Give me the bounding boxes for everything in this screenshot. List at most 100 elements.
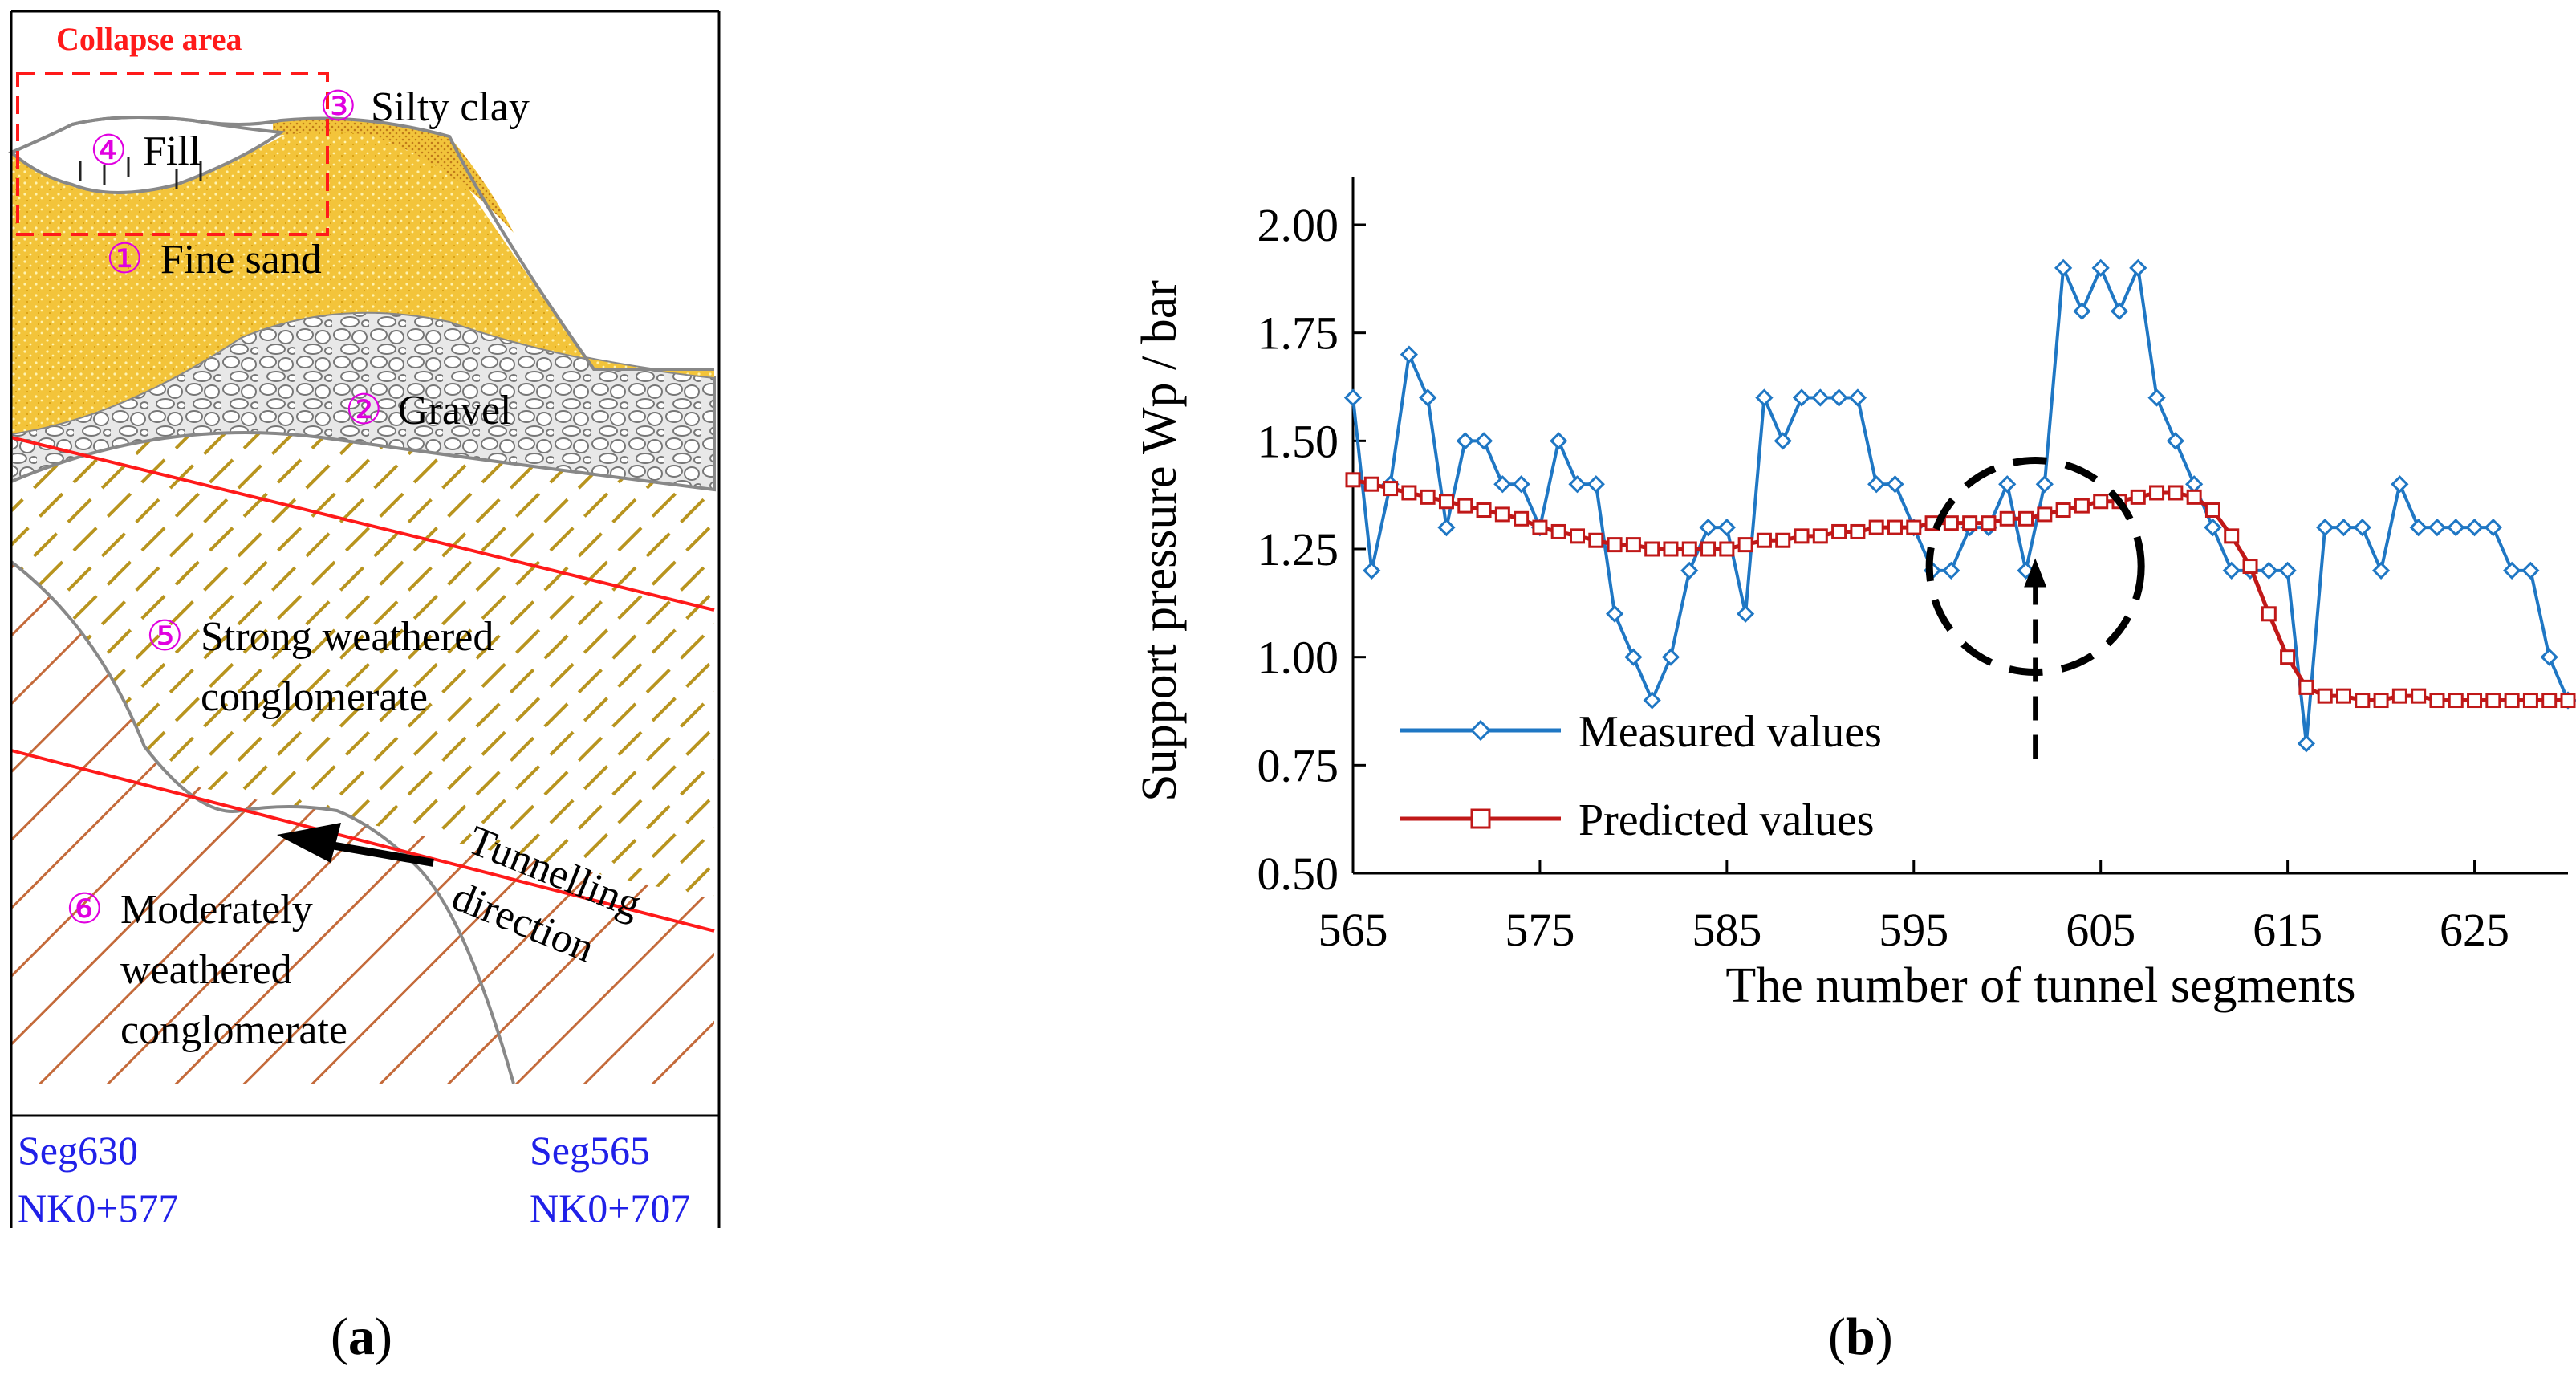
predicted-point <box>2093 494 2109 510</box>
measured-point <box>1717 518 1736 537</box>
fine-sand-layer <box>11 129 714 434</box>
predicted-point <box>2467 693 2483 709</box>
predicted-point <box>2037 506 2053 523</box>
strong-weathered-number: ⑤ <box>146 614 184 660</box>
predicted-point <box>2355 693 2371 709</box>
predicted-point <box>2522 693 2538 709</box>
predicted-point <box>1887 519 1903 535</box>
tunnelling-arrow-shaft <box>316 839 434 867</box>
red-boundary-upper <box>10 436 715 612</box>
predicted-point <box>1756 532 1772 548</box>
measured-point <box>1792 388 1811 407</box>
predicted-point <box>1570 528 1586 544</box>
moderately-weathered-number: ⑥ <box>66 887 104 933</box>
measured-point <box>2278 561 2297 580</box>
geology-section: Collapse area ④ Fill ③ Silty clay ① Fine… <box>8 10 721 1228</box>
measured-point <box>2391 475 2409 494</box>
y-tick-label: 1.75 <box>1258 307 1339 360</box>
measured-point <box>2185 475 2204 494</box>
predicted-point <box>2560 693 2576 709</box>
predicted-point <box>2335 688 2351 704</box>
measured-point <box>1848 388 1867 407</box>
series-line-measured <box>1351 262 2570 744</box>
weathering-boundary <box>10 560 515 1084</box>
predicted-point <box>1588 532 1604 548</box>
measured-point <box>1568 475 1587 494</box>
predicted-point <box>1550 523 1566 539</box>
predicted-point <box>2168 485 2184 501</box>
measured-point <box>1643 691 1661 710</box>
predicted-point <box>2541 693 2558 709</box>
moderately-weathered-label-2: weathered <box>120 947 292 993</box>
silty-clay-label: Silty clay <box>371 84 530 130</box>
left-segment-label: Seg630 <box>18 1128 138 1173</box>
measured-point <box>2166 432 2184 450</box>
predicted-point <box>2242 559 2258 575</box>
measured-point <box>2484 518 2502 537</box>
measured-point <box>2260 561 2278 580</box>
legend-marker-measured <box>1469 719 1492 742</box>
right-segment-label: Seg565 <box>530 1128 650 1173</box>
measured-point <box>1867 475 1886 494</box>
measured-point <box>2334 518 2353 537</box>
predicted-point <box>1607 537 1623 553</box>
predicted-point <box>1532 519 1548 535</box>
predicted-point <box>2074 498 2090 514</box>
measured-point <box>1343 388 1363 407</box>
y-tick-label: 0.75 <box>1258 739 1339 791</box>
left-chainage-label: NK0+577 <box>18 1186 178 1228</box>
predicted-point <box>1850 523 1866 539</box>
predicted-point <box>1962 515 1978 531</box>
measured-point <box>2353 518 2371 537</box>
predicted-point <box>2373 693 2389 709</box>
predicted-point <box>1737 537 1753 553</box>
silty-clay-number: ③ <box>319 84 357 130</box>
measured-point <box>1774 432 1792 450</box>
measured-point <box>1699 518 1717 537</box>
fill-number: ④ <box>90 128 128 174</box>
predicted-point <box>1476 502 1492 519</box>
predicted-point <box>2018 510 2034 527</box>
predicted-point <box>1943 515 1959 531</box>
measured-point <box>2054 258 2073 277</box>
predicted-point <box>1420 489 1436 505</box>
y-axis-title: Support pressure Wp / bar <box>1132 280 1187 802</box>
moderately-weathered-label-3: conglomerate <box>120 1007 347 1053</box>
measured-point <box>1512 475 1530 494</box>
panel-b-label: (b) <box>1828 1308 1893 1366</box>
measured-point <box>1737 604 1755 623</box>
measured-point <box>1942 561 1960 580</box>
predicted-point <box>1794 528 1810 544</box>
measured-point <box>1680 561 1699 580</box>
predicted-point <box>2429 693 2445 709</box>
predicted-point <box>2298 679 2314 695</box>
predicted-point <box>1681 541 1697 557</box>
predicted-point <box>2261 606 2277 622</box>
y-tick-label: 1.25 <box>1258 523 1339 575</box>
measured-point <box>1456 432 1474 450</box>
predicted-point <box>1775 532 1791 548</box>
measured-point <box>2222 561 2241 580</box>
predicted-point <box>1644 541 1660 557</box>
measured-point <box>2073 302 2091 320</box>
predicted-point <box>1999 510 2015 527</box>
predicted-point <box>2280 649 2296 665</box>
right-chainage-label: NK0+707 <box>530 1186 690 1228</box>
measured-point <box>1550 432 1568 450</box>
y-tick-label: 1.00 <box>1258 632 1339 684</box>
fill-hatch <box>79 157 202 189</box>
y-tick-label: 0.50 <box>1258 848 1339 900</box>
y-tick-label: 1.50 <box>1258 415 1339 467</box>
predicted-point <box>1514 510 1530 527</box>
legend-marker-predicted <box>1470 808 1491 829</box>
predicted-point <box>1363 476 1379 492</box>
collapse-area-box <box>16 72 329 236</box>
measured-point <box>2035 475 2054 494</box>
measured-point <box>2091 258 2110 277</box>
predicted-point <box>2504 693 2520 709</box>
x-tick-label: 565 <box>1318 904 1388 956</box>
measured-point <box>1400 345 1418 364</box>
moderately-weathered-label-1: Moderately <box>120 887 313 933</box>
predicted-point <box>2391 688 2407 704</box>
collapse-area-label: Collapse area <box>56 21 242 57</box>
